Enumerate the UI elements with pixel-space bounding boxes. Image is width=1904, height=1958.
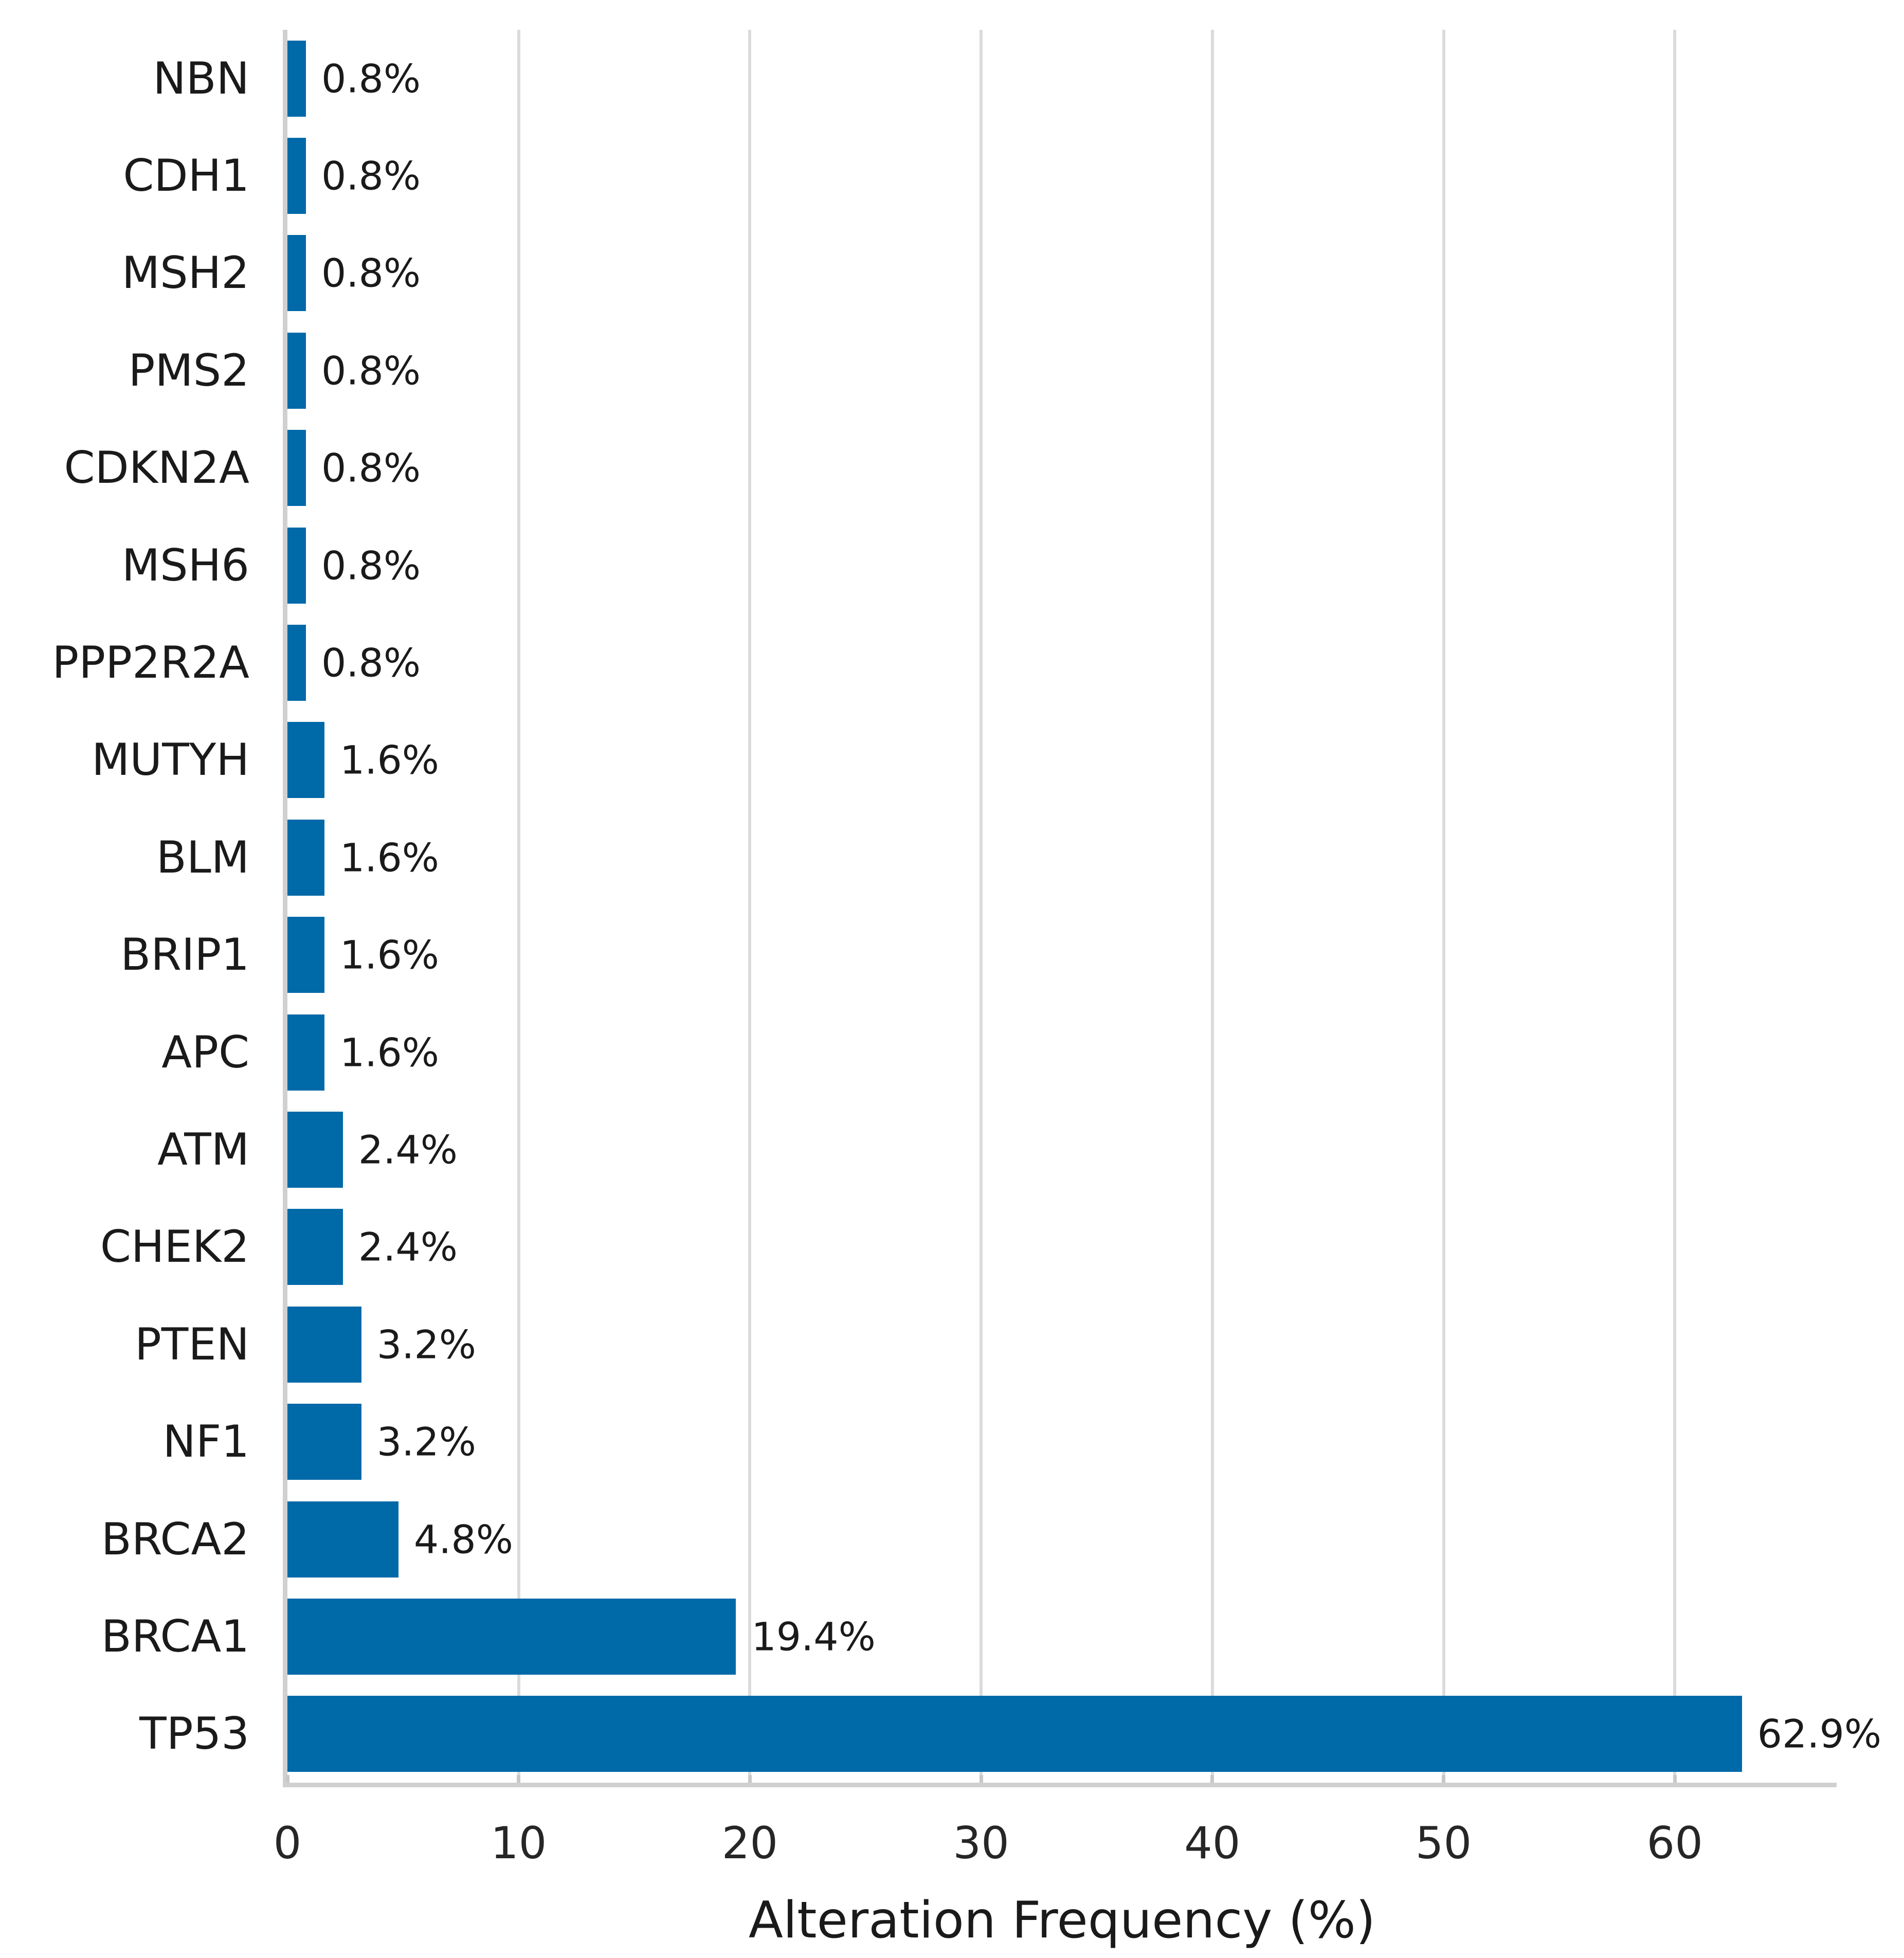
y-axis-category-label: MSH6 bbox=[121, 539, 249, 591]
x-axis-tick bbox=[1210, 1775, 1214, 1783]
y-axis-category-label: MUTYH bbox=[92, 734, 249, 786]
x-axis-tick-label: 10 bbox=[490, 1818, 547, 1869]
y-axis-category-label: PPP2R2A bbox=[52, 637, 249, 689]
x-axis-spine bbox=[283, 1783, 1837, 1787]
y-axis-category-label: CDH1 bbox=[123, 150, 249, 202]
gridline bbox=[517, 30, 520, 1783]
y-axis-category-label: APC bbox=[161, 1026, 249, 1078]
bar-value-label: 2.4% bbox=[358, 1127, 458, 1173]
bar-value-label: 0.8% bbox=[321, 542, 421, 589]
y-axis-category-label: TP53 bbox=[139, 1708, 249, 1760]
x-axis-tick-label: 50 bbox=[1415, 1818, 1472, 1869]
bar bbox=[287, 625, 306, 701]
bar-value-label: 0.8% bbox=[321, 250, 421, 296]
x-axis-title: Alteration Frequency (%) bbox=[748, 1891, 1376, 1950]
bar bbox=[287, 1501, 398, 1578]
y-axis-category-label: BRIP1 bbox=[120, 929, 249, 981]
y-axis-category-label: NF1 bbox=[162, 1416, 249, 1468]
bar bbox=[287, 235, 306, 312]
gridline bbox=[1210, 30, 1214, 1783]
bar bbox=[287, 430, 306, 506]
y-axis-category-label: MSH2 bbox=[121, 247, 249, 299]
bar bbox=[287, 1404, 361, 1480]
bar-value-label: 0.8% bbox=[321, 153, 421, 199]
x-axis-tick-label: 0 bbox=[273, 1818, 302, 1869]
y-axis-category-label: BRCA1 bbox=[101, 1610, 249, 1662]
bar bbox=[287, 1598, 736, 1675]
bar bbox=[287, 722, 324, 799]
plot-area bbox=[287, 30, 1837, 1783]
x-axis-tick-label: 60 bbox=[1646, 1818, 1703, 1869]
bar-value-label: 62.9% bbox=[1757, 1711, 1882, 1757]
x-axis-tick bbox=[1673, 1775, 1677, 1783]
bar-value-label: 1.6% bbox=[339, 1029, 440, 1076]
x-axis-tick bbox=[285, 1775, 289, 1783]
x-axis-tick-label: 40 bbox=[1184, 1818, 1241, 1869]
x-axis-tick bbox=[517, 1775, 521, 1783]
bar-value-label: 1.6% bbox=[339, 737, 440, 783]
bar-value-label: 3.2% bbox=[376, 1419, 476, 1465]
bar bbox=[287, 40, 306, 117]
bar bbox=[287, 1306, 361, 1383]
bar bbox=[287, 1111, 343, 1188]
gridline bbox=[980, 30, 983, 1783]
x-axis-tick bbox=[748, 1775, 752, 1783]
gridline bbox=[1442, 30, 1445, 1783]
y-axis-spine bbox=[283, 30, 287, 1787]
bar bbox=[287, 917, 324, 993]
y-axis-category-label: ATM bbox=[157, 1123, 249, 1175]
y-axis-category-label: PTEN bbox=[134, 1318, 249, 1370]
gridline bbox=[748, 30, 752, 1783]
y-axis-category-label: BRCA2 bbox=[101, 1513, 249, 1565]
bar bbox=[287, 138, 306, 214]
bar bbox=[287, 1209, 343, 1285]
bar-value-label: 0.8% bbox=[321, 445, 421, 491]
y-axis-category-label: PMS2 bbox=[128, 345, 249, 396]
x-axis-tick bbox=[1442, 1775, 1445, 1783]
bar-value-label: 0.8% bbox=[321, 348, 421, 394]
bar bbox=[287, 1014, 324, 1091]
bar bbox=[287, 527, 306, 604]
bar-value-label: 1.6% bbox=[339, 835, 440, 881]
bar-value-label: 0.8% bbox=[321, 56, 421, 102]
bar bbox=[287, 332, 306, 409]
x-axis-tick-label: 30 bbox=[953, 1818, 1009, 1869]
bar-value-label: 1.6% bbox=[339, 932, 440, 978]
y-axis-category-label: CHEK2 bbox=[100, 1221, 249, 1273]
bar bbox=[287, 1696, 1742, 1772]
bar-value-label: 19.4% bbox=[751, 1613, 876, 1660]
bar-value-label: 2.4% bbox=[358, 1224, 458, 1270]
bar-value-label: 4.8% bbox=[413, 1516, 513, 1563]
x-axis-tick-label: 20 bbox=[721, 1818, 778, 1869]
bar-value-label: 3.2% bbox=[376, 1321, 476, 1368]
y-axis-category-label: NBN bbox=[153, 52, 249, 104]
gridline bbox=[1673, 30, 1677, 1783]
x-axis-tick bbox=[979, 1775, 983, 1783]
y-axis-category-label: CDKN2A bbox=[64, 442, 249, 494]
y-axis-category-label: BLM bbox=[156, 831, 249, 883]
bar bbox=[287, 819, 324, 896]
bar-value-label: 0.8% bbox=[321, 640, 421, 686]
